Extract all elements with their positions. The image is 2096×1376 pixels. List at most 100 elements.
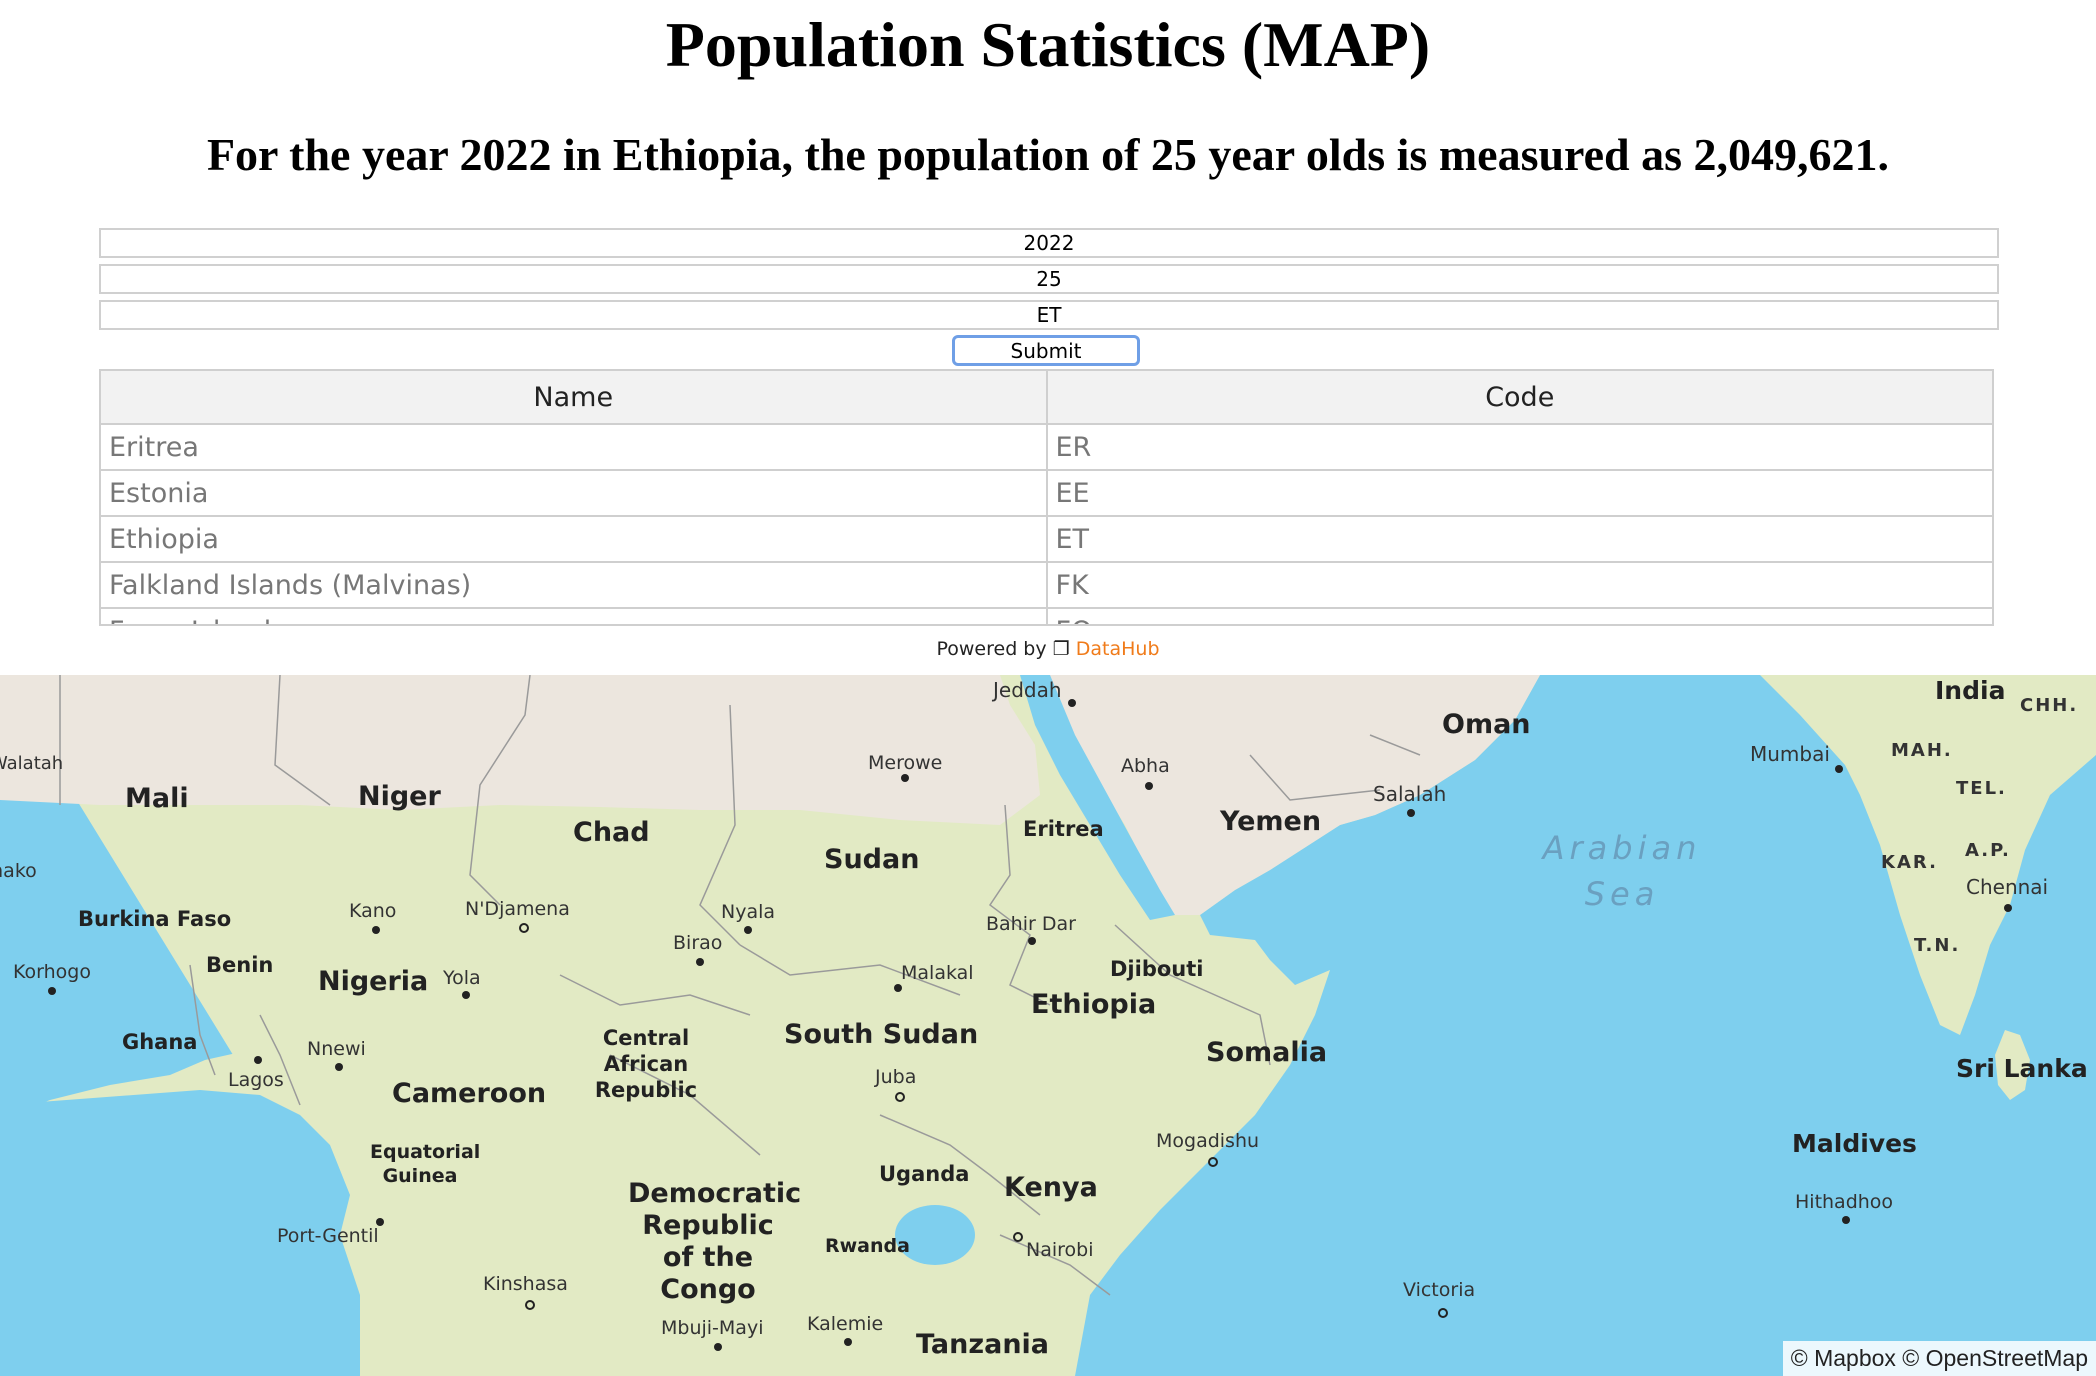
map-label-city: Chennai <box>1966 875 2049 899</box>
map-label-country: South Sudan <box>784 1019 979 1050</box>
land-sahara <box>0 675 1040 825</box>
map-label-city: Salalah <box>1373 782 1447 806</box>
submit-button[interactable]: Submit <box>952 335 1140 366</box>
column-header-code[interactable]: Code <box>1046 371 1992 425</box>
border-line <box>999 1234 1111 1296</box>
map-label-city: Mogadishu <box>1156 1130 1260 1152</box>
map-label-sea: Arabian Sea <box>1542 829 1702 913</box>
map-view[interactable]: Mali Niger Chad Sudan Eritrea Yemen Oman… <box>0 675 2096 1376</box>
border-line <box>699 704 741 946</box>
map-label-region: CHH. <box>2020 695 2079 716</box>
map-label-city: Birao <box>673 932 723 954</box>
datahub-icon: ❐ <box>1052 638 1070 660</box>
border-line <box>559 974 751 1016</box>
map-label-country: Chad <box>573 817 650 848</box>
datahub-link[interactable]: DataHub <box>1075 638 1160 660</box>
country-code: EE <box>1046 470 1992 517</box>
border-line <box>1369 734 1421 756</box>
border-line <box>189 964 216 1076</box>
map-label-city: Port-Gentil <box>277 1225 379 1247</box>
page-title: Population Statistics (MAP) <box>665 9 1431 80</box>
map-label-city: Mbuji-Mayi <box>661 1317 764 1339</box>
map-label-region: MAH. <box>1891 740 1953 761</box>
map-label-city: N'Djamena <box>465 898 570 920</box>
map-label-country: Equatorial Guinea <box>370 1141 481 1187</box>
map-label-city: Victoria <box>1403 1279 1476 1301</box>
map-label-country: Yemen <box>1220 806 1322 837</box>
country-name: Ethiopia <box>101 516 1048 563</box>
map-label-country: Nigeria <box>318 966 429 997</box>
table-row[interactable]: Ethiopia ET <box>101 516 1992 563</box>
table-row[interactable]: Eritrea ER <box>101 424 1992 471</box>
map-label-country: Cameroon <box>392 1078 547 1109</box>
map-label-country: Kenya <box>1004 1172 1098 1203</box>
map-label-region: T.N. <box>1914 935 1961 956</box>
land-india <box>1760 675 2096 1035</box>
border-line <box>879 1114 1041 1216</box>
map-label-country: Sri Lanka <box>1956 1054 2088 1083</box>
map-label-country: Burkina Faso <box>78 907 232 931</box>
map-label-city: Nyala <box>721 901 776 923</box>
map-label-city: Bamako <box>0 860 37 882</box>
map-label-city: Yola <box>443 967 481 989</box>
map-label-country: Benin <box>206 953 274 977</box>
map-label-country: Ghana <box>122 1030 198 1054</box>
gulf-of-guinea <box>0 1090 360 1376</box>
country-code-input[interactable] <box>99 300 1999 330</box>
border-line <box>1249 754 1381 801</box>
lake-victoria <box>895 1205 975 1265</box>
map-label-city: Kalemie <box>807 1313 884 1335</box>
table-row[interactable]: Estonia EE <box>101 470 1992 517</box>
map-label-city: Nnewi <box>307 1038 366 1060</box>
population-summary: For the year 2022 in Ethiopia, the popul… <box>206 129 1890 180</box>
map-label-country: Rwanda <box>825 1235 910 1257</box>
map-label-country: Oman <box>1442 709 1531 740</box>
country-code: ET <box>1046 516 1992 563</box>
map-label-country: India <box>1935 676 2006 705</box>
column-header-name[interactable]: Name <box>101 371 1048 425</box>
powered-by-text: Powered by <box>936 638 1047 660</box>
border-line <box>469 675 531 906</box>
map-label-city: Abha <box>1121 755 1170 777</box>
year-input[interactable] <box>99 228 1999 258</box>
border-line <box>274 675 331 806</box>
country-name: Estonia <box>101 470 1048 517</box>
map-label-city: Malakal <box>901 962 974 984</box>
country-code: FK <box>1046 562 1992 609</box>
map-label-city: Juba <box>875 1066 917 1088</box>
map-attribution[interactable]: © Mapbox © OpenStreetMap <box>1782 1341 2096 1376</box>
map-label-country: Eritrea <box>1023 817 1104 841</box>
table-header-row: Name Code <box>101 371 1992 425</box>
map-label-city: Kano <box>349 900 397 922</box>
border-line <box>609 1054 761 1156</box>
map-label-country: Mali <box>125 783 189 814</box>
map-label-region: TEL. <box>1956 778 2007 799</box>
map-label-city: Nairobi <box>1026 1239 1094 1261</box>
land-sri-lanka <box>1995 1030 2030 1100</box>
border-line <box>988 804 1051 1006</box>
map-label-country: Niger <box>358 781 441 812</box>
map-label-region: KAR. <box>1881 852 1938 873</box>
country-name: Eritrea <box>101 424 1048 471</box>
border-line <box>259 1014 301 1106</box>
country-table[interactable]: Name Code Eritrea ER Estonia EE Ethiopia ET… <box>99 369 1994 626</box>
map-label-country: Central African Republic <box>594 1026 698 1102</box>
map-label-country: Tanzania <box>916 1329 1050 1360</box>
land-arabia <box>1040 675 1540 915</box>
map-label-country: Djibouti <box>1110 957 1204 981</box>
country-code: ER <box>1046 424 1992 471</box>
country-name: Faroe Islands <box>101 608 1048 624</box>
map-label-country: Ethiopia <box>1031 989 1157 1020</box>
map-label-country: Democratic Republic of the Congo <box>628 1178 802 1305</box>
map-label-city: Walatah <box>0 753 64 774</box>
powered-by: Powered by ❐ DataHub <box>0 638 2096 660</box>
map-label-city: Merowe <box>868 752 943 774</box>
age-input[interactable] <box>99 264 1999 294</box>
map-label-city: Kinshasa <box>483 1273 568 1295</box>
map-label-city: Hithadhoo <box>1795 1191 1894 1213</box>
table-row[interactable]: Faroe IslandsFO <box>101 608 1992 624</box>
table-row[interactable]: Falkland Islands (Malvinas) FK <box>101 562 1992 609</box>
country-code: FO <box>1046 608 1992 624</box>
border-line <box>739 944 961 996</box>
map-label-city: Mumbai <box>1750 742 1830 766</box>
